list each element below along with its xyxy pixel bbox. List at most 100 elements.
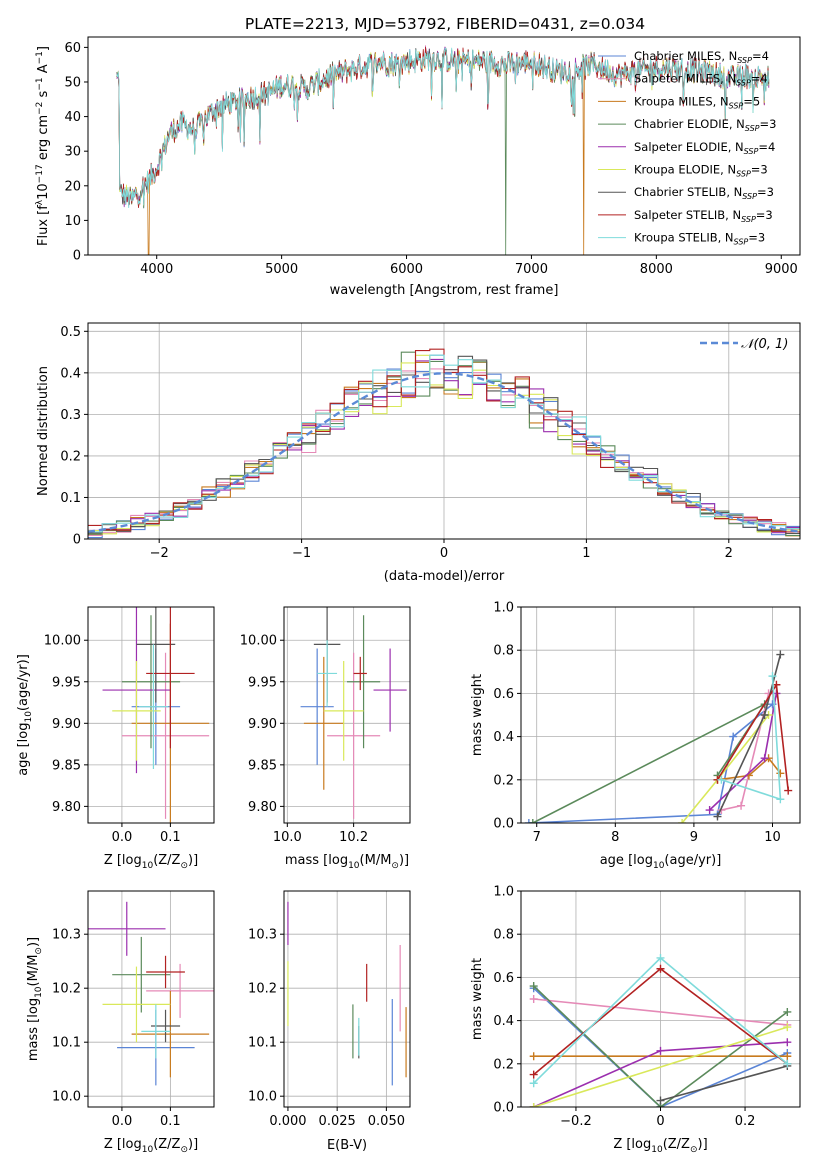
x-tick-label: 1 bbox=[582, 546, 590, 561]
axes-mass-weight-vs-age: 7 8 9 10 0.0 0.2 0.4 0.6 0.8 1.0 mass weight age [l… bbox=[470, 601, 801, 871]
y-tick-label: 60 bbox=[64, 41, 81, 56]
series-line-0 bbox=[533, 987, 788, 1107]
y-tick-label: 0.1 bbox=[60, 491, 81, 506]
y-tick-label: 0.4 bbox=[60, 366, 81, 381]
series-marker bbox=[656, 1046, 665, 1055]
y-tick-label: 0.6 bbox=[493, 971, 514, 986]
axes-mass-vs-Z: 0.0 0.1 10.0 10.1 10.2 10.3 Z [log10(Z/Z⊙)] mas… bbox=[26, 890, 215, 1155]
y-axis-label: mass weight bbox=[470, 674, 485, 756]
x-axis-label: age [log10(age/yr)] bbox=[600, 853, 722, 871]
legend-entry: Kroupa ELODIE, NSSP=3 bbox=[634, 163, 768, 179]
series-marker bbox=[760, 711, 769, 719]
y-axis-label: mass weight bbox=[470, 958, 485, 1040]
y-tick-label: 9.80 bbox=[52, 800, 81, 815]
x-tick-label: 0.1 bbox=[160, 830, 181, 845]
series-marker bbox=[528, 819, 537, 823]
y-tick-label: 9.90 bbox=[52, 717, 81, 732]
x-tick-label: −2 bbox=[150, 546, 169, 561]
legend-entry: Salpeter STELIB, NSSP=3 bbox=[634, 208, 773, 224]
normal-curve bbox=[88, 372, 800, 533]
plot-area bbox=[287, 901, 407, 1086]
series-marker bbox=[529, 1070, 538, 1079]
y-tick-label: 0.4 bbox=[493, 730, 514, 745]
series-marker bbox=[768, 672, 777, 681]
series-marker bbox=[737, 801, 746, 810]
x-tick-label: 4000 bbox=[140, 262, 173, 277]
y-tick-label: 9.85 bbox=[52, 758, 81, 773]
x-tick-label: 0.000 bbox=[269, 1114, 306, 1129]
series-line-7 bbox=[716, 682, 789, 791]
x-tick-label: 0.050 bbox=[368, 1114, 405, 1129]
y-axis-label: Flux [fλ10−17 erg cm−2 s−1 A−1] bbox=[35, 46, 51, 246]
series-marker bbox=[776, 650, 785, 659]
y-tick-label: 0.4 bbox=[493, 1014, 514, 1029]
figure-title: PLATE=2213, MJD=53792, FIBERID=0431, z=0… bbox=[245, 15, 645, 33]
x-tick-label: 7000 bbox=[515, 262, 548, 277]
legend: Chabrier MILES, NSSP=4 Salpeter MILES, NS… bbox=[598, 49, 776, 247]
series-line-6 bbox=[660, 1065, 788, 1102]
x-tick-label: 6000 bbox=[390, 262, 423, 277]
y-tick-label: 0.8 bbox=[493, 644, 514, 659]
plot-area bbox=[529, 953, 792, 1107]
y-tick-label: 9.95 bbox=[52, 675, 81, 690]
legend-entry: Chabrier MILES, NSSP=4 bbox=[634, 49, 769, 65]
axes-frame bbox=[87, 606, 215, 824]
x-axis-label: Z [log10(Z/Z⊙)] bbox=[104, 1137, 198, 1155]
plot-area bbox=[524, 650, 793, 823]
x-tick-label: 10 bbox=[764, 830, 781, 845]
x-tick-label: 0.1 bbox=[160, 1114, 181, 1129]
axes-age-vs-mass: 10.0 10.2 9.80 9.85 9.90 9.95 10.00 mass [log10… bbox=[240, 606, 411, 871]
y-tick-label: 9.90 bbox=[248, 717, 277, 732]
histogram-series-5 bbox=[88, 354, 800, 535]
y-axis-label: mass [log10(M/M⊙)] bbox=[26, 937, 44, 1061]
series-marker bbox=[529, 1103, 538, 1107]
x-tick-label: −1 bbox=[292, 546, 311, 561]
y-tick-label: 10.00 bbox=[240, 634, 277, 649]
series-marker bbox=[776, 795, 785, 804]
series-marker bbox=[783, 1038, 792, 1047]
legend-entry: Chabrier ELODIE, NSSP=3 bbox=[634, 117, 776, 133]
axes-residuals: −2 −1 0 1 2 0 0.1 0.2 0.3 0.4 0.5 𝒩(0, 1) (data-mode… bbox=[36, 322, 801, 584]
axes-frame bbox=[87, 322, 801, 540]
y-tick-label: 10.1 bbox=[52, 1036, 81, 1051]
y-tick-label: 10.1 bbox=[248, 1036, 277, 1051]
x-tick-label: 10.0 bbox=[273, 830, 302, 845]
axes-frame bbox=[520, 606, 801, 824]
x-axis-label: (data-model)/error bbox=[384, 569, 505, 584]
series-marker bbox=[529, 1079, 538, 1088]
series-line-1 bbox=[533, 998, 788, 1026]
x-tick-label: 9000 bbox=[765, 262, 798, 277]
series-line-6 bbox=[716, 654, 782, 817]
y-tick-label: 0.2 bbox=[60, 449, 81, 464]
y-tick-label: 40 bbox=[64, 110, 81, 125]
plot-area bbox=[116, 45, 770, 255]
plots: 4000 5000 6000 7000 8000 90000102030405060wav… bbox=[16, 36, 801, 1155]
y-tick-label: 1.0 bbox=[493, 601, 514, 616]
series-marker bbox=[783, 1023, 792, 1032]
series-marker bbox=[524, 819, 533, 823]
axes-frame bbox=[520, 890, 801, 1108]
x-tick-label: 8000 bbox=[640, 262, 673, 277]
axes-frame bbox=[283, 606, 411, 824]
histogram-series-6 bbox=[88, 355, 800, 535]
axes-frame bbox=[87, 36, 801, 256]
y-tick-label: 20 bbox=[64, 179, 81, 194]
legend-entry: Salpeter MILES, NSSP=4 bbox=[634, 72, 768, 88]
y-tick-label: 0.0 bbox=[493, 817, 514, 832]
x-tick-label: 0.025 bbox=[319, 1114, 356, 1129]
x-tick-label: 2 bbox=[725, 546, 733, 561]
y-tick-label: 0.2 bbox=[493, 1057, 514, 1072]
series-marker bbox=[717, 775, 726, 784]
y-axis-label: Normed distribution bbox=[36, 366, 51, 496]
x-axis-label: Z [log10(Z/Z⊙)] bbox=[104, 853, 198, 871]
legend-entry: Kroupa MILES, NSSP=5 bbox=[634, 94, 760, 110]
y-tick-label: 10 bbox=[64, 214, 81, 229]
series-marker bbox=[783, 1007, 792, 1016]
legend-entry: Kroupa STELIB, NSSP=3 bbox=[634, 231, 765, 247]
y-tick-label: 10.2 bbox=[52, 982, 81, 997]
axes-frame bbox=[283, 890, 411, 1108]
series-marker bbox=[656, 964, 665, 973]
x-tick-label: 0.0 bbox=[112, 830, 133, 845]
y-tick-label: 0.8 bbox=[493, 928, 514, 943]
series-line-2 bbox=[717, 757, 782, 781]
